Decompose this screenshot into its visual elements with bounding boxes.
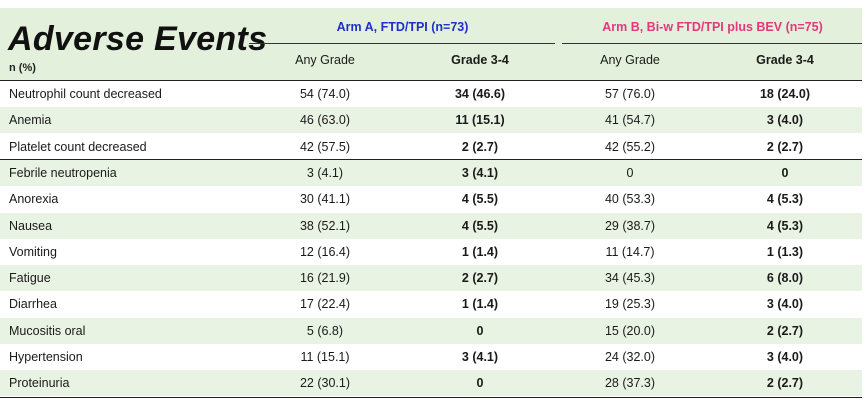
col-a-grade-3-4: Grade 3-4 [451, 53, 509, 67]
arm-a-header: Arm A, FTD/TPI (n=73) [336, 20, 469, 34]
event-label: Diarrhea [9, 297, 57, 312]
arm-a-grade-3-4-cell: 3 (4.1) [461, 165, 499, 180]
arm-a-any-grade-cell: 38 (52.1) [299, 218, 351, 233]
table-title: Adverse Events [8, 20, 268, 58]
arm-b-any-grade-cell: 40 (53.3) [604, 192, 656, 207]
arm-a-grade-3-4-cell: 0 [476, 376, 484, 391]
event-label: Febrile neutropenia [9, 165, 117, 180]
col-b-any-grade: Any Grade [600, 53, 660, 67]
arm-b-any-grade-cell: 42 (55.2) [604, 139, 656, 154]
arm-a-any-grade-cell: 3 (4.1) [306, 165, 344, 180]
event-label: Neutrophil count decreased [9, 87, 162, 101]
table-row: Platelet count decreased 42 (57.5) 2 (2.7)… [0, 134, 862, 160]
arm-a-any-grade-cell: 17 (22.4) [299, 297, 351, 312]
table-row: Hypertension 11 (15.1) 3 (4.1) 24 (32.0) 3 (… [0, 344, 862, 370]
arm-b-grade-3-4-cell: 2 (2.7) [766, 139, 804, 154]
col-b-grade-3-4: Grade 3-4 [756, 53, 814, 67]
event-label: Nausea [9, 218, 53, 233]
arm-b-grade-3-4-cell: 4 (5.3) [766, 192, 804, 207]
header-rule [0, 80, 862, 81]
arm-a-any-grade-cell: 30 (41.1) [299, 192, 351, 207]
arm-b-grade-3-4-cell: 18 (24.0) [759, 87, 811, 101]
arm-b-any-grade-cell: 41 (54.7) [604, 113, 656, 128]
unit-label: n (%) [9, 62, 36, 74]
arm-a-any-grade-cell: 54 (74.0) [299, 87, 351, 101]
event-label: Vomiting [9, 244, 57, 259]
table-row: Proteinuria 22 (30.1) 0 28 (37.3) 2 (2.7) [0, 370, 862, 397]
arm-a-grade-3-4-cell: 11 (15.1) [455, 113, 505, 128]
event-label: Mucositis oral [9, 323, 86, 338]
arm-b-any-grade-cell: 19 (25.3) [604, 297, 656, 312]
event-label: Fatigue [9, 271, 51, 286]
table-row: Diarrhea 17 (22.4) 1 (1.4) 19 (25.3) 3 (4.0) [0, 291, 862, 317]
arm-a-any-grade-cell: 16 (21.9) [299, 271, 351, 286]
arm-a-underline [249, 43, 555, 44]
arm-b-grade-3-4-cell: 3 (4.0) [766, 297, 804, 312]
arm-a-any-grade-cell: 42 (57.5) [299, 139, 351, 154]
table-row: Neutrophil count decreased 54 (74.0) 34 (4… [0, 81, 862, 107]
arm-b-grade-3-4-cell: 2 (2.7) [766, 376, 804, 391]
table-row: Mucositis oral 5 (6.8) 0 15 (20.0) 2 (2.7) [0, 317, 862, 344]
event-label: Proteinuria [9, 376, 70, 391]
table-row: Vomiting 12 (16.4) 1 (1.4) 11 (14.7) 1 (1.3) [0, 239, 862, 265]
arm-a-grade-3-4-cell: 4 (5.5) [461, 218, 499, 233]
arm-b-grade-3-4-cell: 4 (5.3) [766, 218, 804, 233]
table-row: Anorexia 30 (41.1) 4 (5.5) 40 (53.3) 4 (5.3) [0, 186, 862, 212]
event-label: Anorexia [9, 192, 59, 207]
arm-a-grade-3-4-cell: 3 (4.1) [461, 350, 499, 364]
arm-a-any-grade-cell: 5 (6.8) [306, 323, 344, 338]
arm-b-underline [562, 43, 862, 44]
arm-b-header: Arm B, Bi-w FTD/TPI plus BEV (n=75) [602, 20, 823, 34]
arm-b-any-grade-cell: 0 [626, 165, 634, 180]
arm-a-grade-3-4-cell: 1 (1.4) [461, 297, 499, 312]
event-label: Anemia [9, 113, 52, 128]
arm-b-grade-3-4-cell: 3 (4.0) [766, 113, 804, 128]
arm-b-grade-3-4-cell: 1 (1.3) [766, 244, 804, 259]
table-row: Fatigue 16 (21.9) 2 (2.7) 34 (45.3) 6 (8.0) [0, 265, 862, 292]
arm-b-grade-3-4-cell: 6 (8.0) [766, 271, 804, 286]
arm-b-grade-3-4-cell: 2 (2.7) [766, 323, 804, 338]
table-row: Febrile neutropenia 3 (4.1) 3 (4.1) 0 0 [0, 159, 862, 186]
arm-b-any-grade-cell: 29 (38.7) [604, 218, 656, 233]
event-label: Hypertension [9, 350, 83, 364]
arm-b-any-grade-cell: 24 (32.0) [604, 350, 656, 364]
arm-b-any-grade-cell: 34 (45.3) [604, 271, 656, 286]
arm-a-grade-3-4-cell: 34 (46.6) [454, 87, 506, 101]
arm-b-grade-3-4-cell: 3 (4.0) [766, 350, 804, 364]
arm-a-grade-3-4-cell: 2 (2.7) [461, 271, 499, 286]
arm-a-any-grade-cell: 22 (30.1) [299, 376, 351, 391]
event-label: Platelet count decreased [9, 139, 147, 154]
arm-a-any-grade-cell: 12 (16.4) [299, 244, 351, 259]
arm-a-grade-3-4-cell: 4 (5.5) [461, 192, 499, 207]
arm-b-any-grade-cell: 57 (76.0) [604, 87, 656, 101]
arm-a-any-grade-cell: 46 (63.0) [299, 113, 351, 128]
bottom-rule [0, 397, 862, 398]
table-row: Anemia 46 (63.0) 11 (15.1) 41 (54.7) 3 (4.0) [0, 107, 862, 134]
table-header: Adverse Events n (%) Arm A, FTD/TPI (n=7… [0, 8, 862, 80]
section-rule [0, 159, 862, 160]
arm-a-grade-3-4-cell: 1 (1.4) [461, 244, 499, 259]
arm-a-grade-3-4-cell: 2 (2.7) [461, 139, 499, 154]
arm-a-any-grade-cell: 11 (15.1) [300, 350, 350, 364]
arm-b-any-grade-cell: 15 (20.0) [604, 323, 656, 338]
arm-b-any-grade-cell: 11 (14.7) [605, 244, 655, 259]
col-a-any-grade: Any Grade [295, 53, 355, 67]
table-row: Nausea 38 (52.1) 4 (5.5) 29 (38.7) 4 (5.3) [0, 212, 862, 239]
arm-b-grade-3-4-cell: 0 [781, 165, 789, 180]
arm-a-grade-3-4-cell: 0 [476, 323, 484, 338]
arm-b-any-grade-cell: 28 (37.3) [604, 376, 656, 391]
